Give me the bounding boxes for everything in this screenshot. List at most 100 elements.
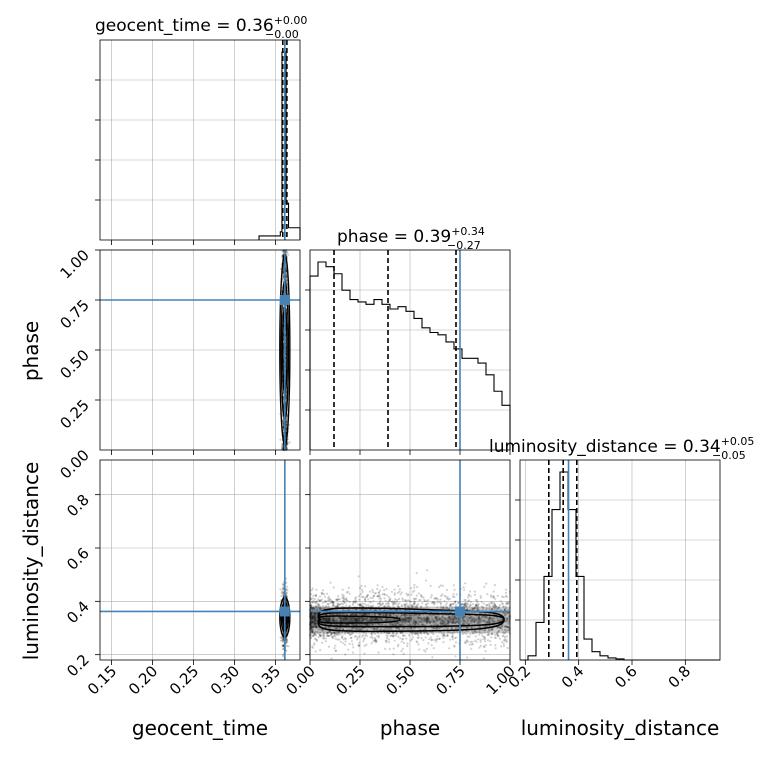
sample-point [311,646,314,649]
sample-point [285,447,288,450]
sample-point [417,643,420,646]
sample-point [317,636,320,639]
sample-point [329,581,332,584]
sample-point [457,621,460,624]
sample-point [310,628,313,631]
sample-point [468,590,472,593]
sample-point [345,597,348,600]
sample-point [425,600,428,603]
sample-point [457,602,460,605]
sample-point [429,584,432,588]
sample-point [421,623,424,626]
sample-point [506,603,509,606]
sample-point [475,604,478,607]
sample-point [402,652,405,656]
sample-point [484,650,487,653]
sample-point [370,604,373,608]
sample-point [358,598,361,601]
sample-point [448,620,451,624]
sample-point [400,650,403,653]
sample-point [282,584,285,587]
sample-point [487,634,490,637]
sample-point [485,616,488,619]
sample-point [313,597,316,601]
sample-point [469,640,472,644]
sample-point [392,634,395,637]
sample-point [286,251,289,254]
sample-point [467,600,470,603]
sample-point [396,603,399,606]
sample-point [285,271,288,274]
sample-point [425,647,428,651]
sample-point [488,616,491,619]
sample-point [314,630,317,634]
sample-point [498,603,502,607]
sample-point [388,613,392,616]
sample-point [329,633,333,637]
sample-point [359,603,362,606]
sample-point [442,636,445,639]
sample-point [285,393,288,397]
sample-point [313,608,316,611]
sample-point [413,623,417,627]
sample-point [454,641,458,644]
sample-point [349,633,352,636]
sample-point [315,588,318,592]
sample-point [331,635,334,638]
sample-point [417,592,420,595]
sample-point [442,622,445,625]
sample-point [384,639,387,643]
sample-point [410,593,413,596]
sample-point [453,645,456,648]
sample-point [505,595,508,598]
sample-point [348,600,351,604]
sample-point [370,627,373,630]
sample-point [504,628,507,631]
sample-point [448,604,452,607]
sample-point [473,630,476,633]
sample-point [323,637,326,640]
sample-point [401,597,404,600]
sample-point [388,599,391,603]
sample-point [281,645,284,648]
sample-point [387,614,390,617]
sample-point [411,638,414,641]
sample-point [380,619,383,622]
sample-point [470,622,473,625]
sample-point [285,279,288,282]
sample-point [414,606,417,609]
sample-point [379,612,382,616]
sample-point [336,613,339,616]
sample-point [365,595,368,599]
sample-point [471,629,474,632]
sample-point [445,602,448,605]
sample-point [379,619,383,623]
sample-point [322,607,325,610]
sample-point [367,624,370,627]
sample-point [504,588,508,591]
sample-point [342,642,345,645]
sample-point [502,635,505,638]
sample-point [479,638,482,642]
sample-point [497,635,500,638]
sample-point [335,598,338,602]
sample-point [403,614,406,617]
sample-point [487,639,490,642]
sample-point [490,595,493,598]
sample-point [392,615,395,618]
sample-point [371,591,374,594]
sample-point [424,579,428,582]
sample-point [495,605,498,608]
sample-point [385,619,388,622]
density-cell [330,617,340,623]
sample-point [412,602,416,605]
sample-point [282,268,285,271]
sample-point [503,614,506,617]
sample-point [387,638,390,641]
sample-point [478,626,481,629]
sample-point [285,278,288,281]
sample-point [397,585,400,588]
sample-point [285,279,288,282]
sample-point [403,634,406,637]
sample-point [448,615,451,618]
